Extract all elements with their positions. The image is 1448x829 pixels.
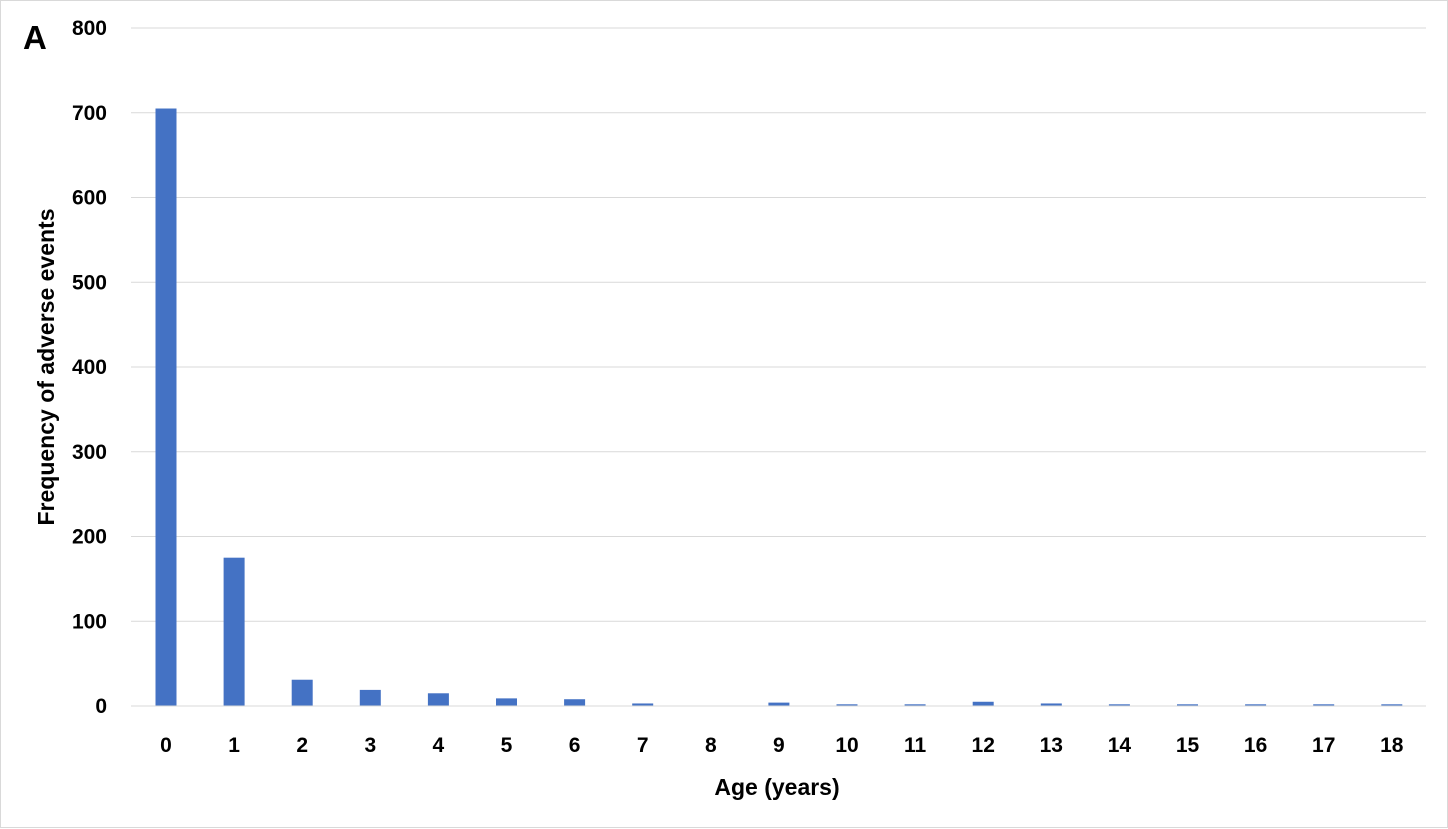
bar-age-13	[1040, 703, 1062, 706]
y-tick-label: 600	[72, 187, 107, 210]
bar-age-12	[972, 701, 994, 706]
x-tick-label: 7	[637, 734, 649, 757]
x-tick-label: 17	[1312, 734, 1335, 757]
y-tick-label: 100	[72, 610, 107, 633]
bar-age-6	[564, 699, 586, 706]
bar-age-14	[1108, 704, 1130, 706]
x-tick-label: 13	[1040, 734, 1063, 757]
bar-age-17	[1313, 704, 1335, 706]
bar-age-2	[291, 679, 313, 706]
bars	[155, 108, 1403, 706]
y-tick-label: 300	[72, 441, 107, 464]
x-tick-label: 15	[1176, 734, 1200, 757]
x-tick-labels: 0 1 2 3 4 5 6 7 8 9 10 11 12 13 14 15 16 17 18	[160, 734, 1404, 757]
bar-age-18	[1381, 704, 1403, 706]
gridlines	[131, 27, 1426, 622]
bar-age-1	[223, 557, 245, 706]
bar-age-4	[427, 693, 449, 706]
y-tick-label: 500	[72, 271, 107, 294]
x-tick-label: 11	[904, 734, 927, 757]
bar-age-11	[904, 704, 926, 706]
y-axis-title: Frequency of adverse events	[33, 208, 59, 525]
bar-age-10	[836, 704, 858, 706]
y-tick-label: 800	[72, 17, 107, 40]
bar-age-0	[155, 108, 177, 706]
x-tick-label: 18	[1380, 734, 1404, 757]
x-tick-label: 6	[569, 734, 581, 757]
x-tick-label: 0	[160, 734, 172, 757]
y-tick-label: 200	[72, 526, 107, 549]
bar-age-3	[359, 689, 381, 706]
x-tick-label: 3	[364, 734, 376, 757]
y-tick-labels: 0 100 200 300 400 500 600 700 800	[72, 17, 107, 718]
x-tick-label: 10	[835, 734, 858, 757]
x-tick-label: 5	[501, 734, 513, 757]
panel-label: A	[23, 19, 47, 56]
x-tick-label: 12	[972, 734, 995, 757]
x-axis-title: Age (years)	[714, 774, 839, 800]
bar-age-9	[768, 702, 790, 706]
x-tick-label: 9	[773, 734, 785, 757]
bar-age-7	[632, 703, 654, 706]
bar-age-16	[1245, 704, 1267, 706]
x-tick-label: 8	[705, 734, 717, 757]
x-tick-label: 4	[433, 734, 445, 757]
y-tick-label: 400	[72, 356, 107, 379]
bar-age-5	[496, 698, 517, 706]
y-tick-label: 0	[95, 695, 107, 718]
y-tick-label: 700	[72, 102, 107, 125]
x-tick-label: 16	[1244, 734, 1267, 757]
x-tick-label: 2	[296, 734, 308, 757]
x-tick-label: 14	[1108, 734, 1132, 757]
bar-age-15	[1177, 704, 1198, 706]
x-tick-label: 1	[228, 734, 240, 757]
